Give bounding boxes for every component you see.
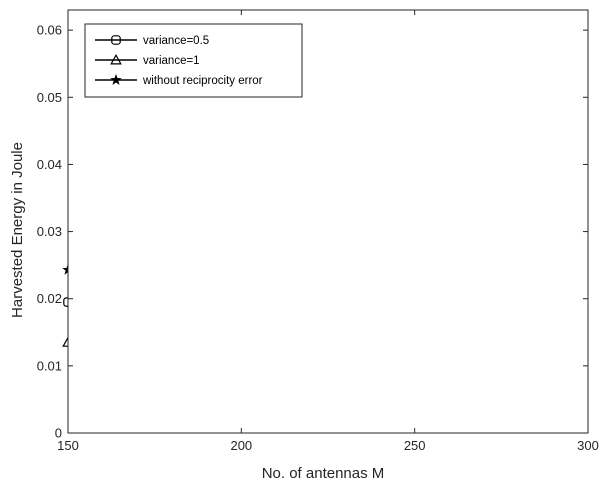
legend-label: variance=0.5	[143, 35, 209, 47]
y-tick-label: 0.03	[37, 224, 62, 239]
y-tick-label: 0.06	[37, 23, 62, 38]
legend: variance=0.5 variance=1 without reciprocit…	[84, 23, 303, 98]
legend-label: without reciprocity error	[142, 75, 263, 87]
axes-box	[67, 9, 589, 434]
x-tick-label: 200	[230, 438, 252, 453]
y-tick-label: 0.02	[37, 291, 62, 306]
y-axis-label: Harvested Energy in Joule	[9, 142, 26, 318]
y-tick-label: 0.04	[37, 157, 62, 172]
x-tick-label: 250	[404, 438, 426, 453]
y-tick-label: 0.05	[37, 90, 62, 105]
legend-marker	[110, 73, 122, 85]
legend-marker	[110, 53, 122, 65]
legend-label: variance=1	[143, 55, 200, 67]
y-tick-label: 0.01	[37, 358, 62, 373]
x-axis-label: No. of antennas M	[262, 465, 385, 482]
x-tick-label: 150	[57, 438, 79, 453]
legend-marker	[111, 35, 121, 45]
y-tick-label: 0	[55, 426, 62, 441]
x-tick-label: 300	[577, 438, 599, 453]
